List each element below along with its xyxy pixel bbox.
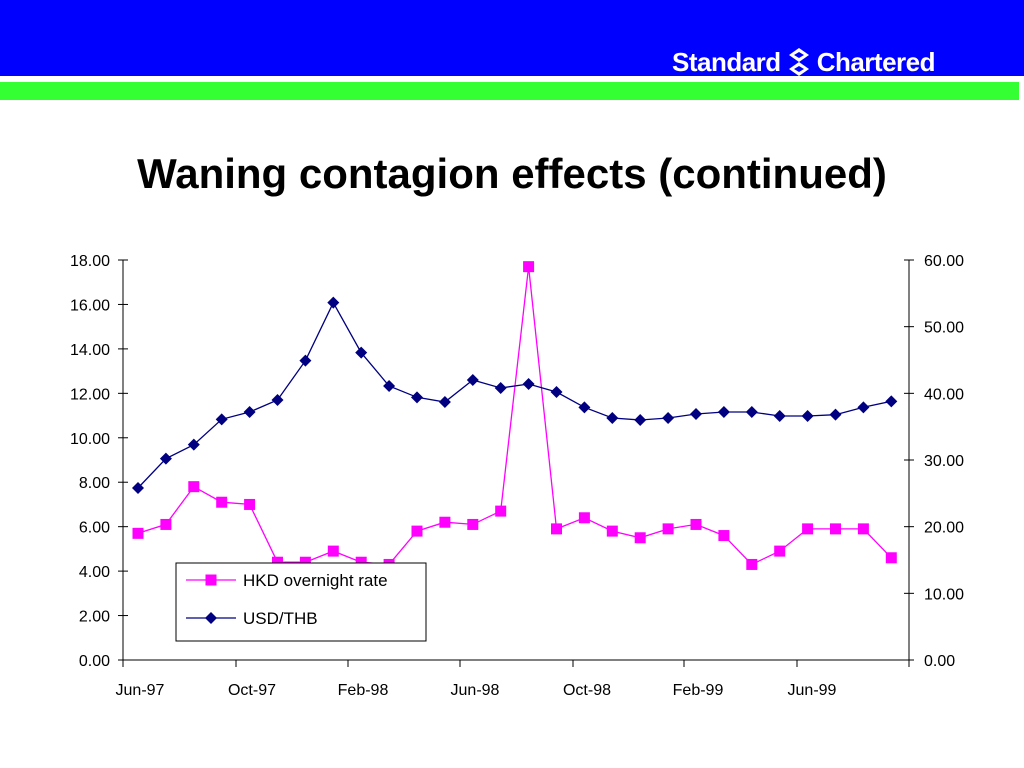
y-right-tick-label: 60.00 <box>924 253 964 270</box>
header-divider <box>0 76 1024 82</box>
hkd-point <box>216 496 228 508</box>
hkd-point <box>774 545 786 557</box>
hkd-point <box>132 527 144 539</box>
y-left-tick-label: 18.00 <box>70 253 110 270</box>
y-left-tick-label: 0.00 <box>79 653 110 670</box>
x-tick-label: Jun-99 <box>788 682 837 699</box>
thb-point <box>773 410 786 422</box>
x-tick-label: Jun-98 <box>451 682 500 699</box>
thb-point <box>159 452 172 465</box>
thb-point <box>578 401 591 414</box>
hkd-point <box>411 525 423 537</box>
header-blue-bar <box>0 0 1024 76</box>
x-tick-label: Feb-98 <box>338 682 389 699</box>
hkd-point <box>662 523 674 535</box>
thb-point <box>411 391 423 404</box>
hkd-point <box>606 525 618 537</box>
hkd-point <box>885 552 897 564</box>
hkd-point <box>802 523 814 535</box>
y-left-tick-label: 8.00 <box>79 475 110 492</box>
x-tick-label: Oct-98 <box>563 682 611 699</box>
thb-point <box>522 378 535 390</box>
hkd-point <box>578 512 590 524</box>
thb-point <box>466 374 479 386</box>
y-right-tick-label: 40.00 <box>924 386 964 403</box>
thb-point <box>243 406 256 418</box>
thb-point <box>857 401 870 414</box>
y-right-tick-label: 20.00 <box>924 520 964 537</box>
hkd-point <box>160 518 172 530</box>
y-right-tick-label: 10.00 <box>924 586 964 603</box>
thb-point <box>187 438 200 451</box>
thb-point <box>271 394 284 406</box>
thb-point <box>355 346 368 359</box>
slide-title: Waning contagion effects (continued) <box>137 150 887 197</box>
brand-logo: Standard Chartered <box>672 44 936 80</box>
brand-mark-icon <box>788 48 809 76</box>
series-line-1 <box>137 301 892 489</box>
y-left-tick-label: 12.00 <box>70 386 110 403</box>
hkd-point <box>439 516 451 528</box>
legend-box <box>175 562 427 642</box>
thb-point <box>829 408 842 421</box>
x-tick-label: Feb-99 <box>673 682 724 699</box>
hkd-point <box>272 556 283 568</box>
y-left-tick-label: 10.00 <box>70 431 110 448</box>
hkd-point <box>718 530 730 542</box>
hkd-point <box>188 481 200 493</box>
hkd-point <box>634 532 646 544</box>
hkd-point <box>355 556 367 568</box>
x-tick-label: Jun-97 <box>116 682 165 699</box>
thb-point <box>132 482 144 494</box>
thb-point <box>299 354 312 367</box>
thb-point <box>690 408 702 420</box>
hkd-point <box>523 261 535 273</box>
hkd-point <box>830 523 841 535</box>
thb-point <box>383 380 396 392</box>
hkd-point <box>299 556 311 568</box>
series-line-0 <box>137 266 892 566</box>
y-right-tick-label: 50.00 <box>924 320 964 337</box>
y-left-tick-label: 16.00 <box>70 297 110 314</box>
thb-point <box>717 406 730 418</box>
hkd-point <box>327 545 339 557</box>
hkd-point <box>495 505 507 517</box>
thb-point <box>885 395 898 408</box>
thb-point <box>438 396 451 408</box>
y-left-tick-label: 4.00 <box>79 564 110 581</box>
legend-diamond-marker <box>205 612 217 624</box>
hkd-point <box>746 558 758 570</box>
thb-point <box>327 296 340 309</box>
thb-point <box>215 413 228 426</box>
thb-point <box>634 414 647 426</box>
brand-right-text: Chartered <box>816 46 936 77</box>
y-left-tick-label: 6.00 <box>79 520 110 537</box>
y-right-tick-label: 30.00 <box>924 453 964 470</box>
hkd-point <box>244 498 256 510</box>
y-right-tick-label: 0.00 <box>924 653 955 670</box>
hkd-point <box>857 523 869 535</box>
x-tick-label: Oct-97 <box>228 682 276 699</box>
thb-point <box>745 406 758 418</box>
hkd-point <box>690 518 702 530</box>
hkd-point <box>467 518 479 530</box>
thb-point <box>494 382 507 394</box>
thb-point <box>801 410 814 422</box>
legend-label-0: HKD overnight rate <box>243 571 388 590</box>
header-green-bar <box>0 82 1019 100</box>
hkd-point <box>551 523 562 535</box>
legend-label-1: USD/THB <box>243 609 318 628</box>
y-left-tick-label: 14.00 <box>70 342 110 359</box>
thb-point <box>662 412 675 424</box>
y-left-tick-label: 2.00 <box>79 609 110 626</box>
brand-left-text: Standard <box>672 46 781 77</box>
thb-point <box>550 386 563 398</box>
legend-square-marker <box>205 574 217 586</box>
thb-point <box>606 412 619 424</box>
